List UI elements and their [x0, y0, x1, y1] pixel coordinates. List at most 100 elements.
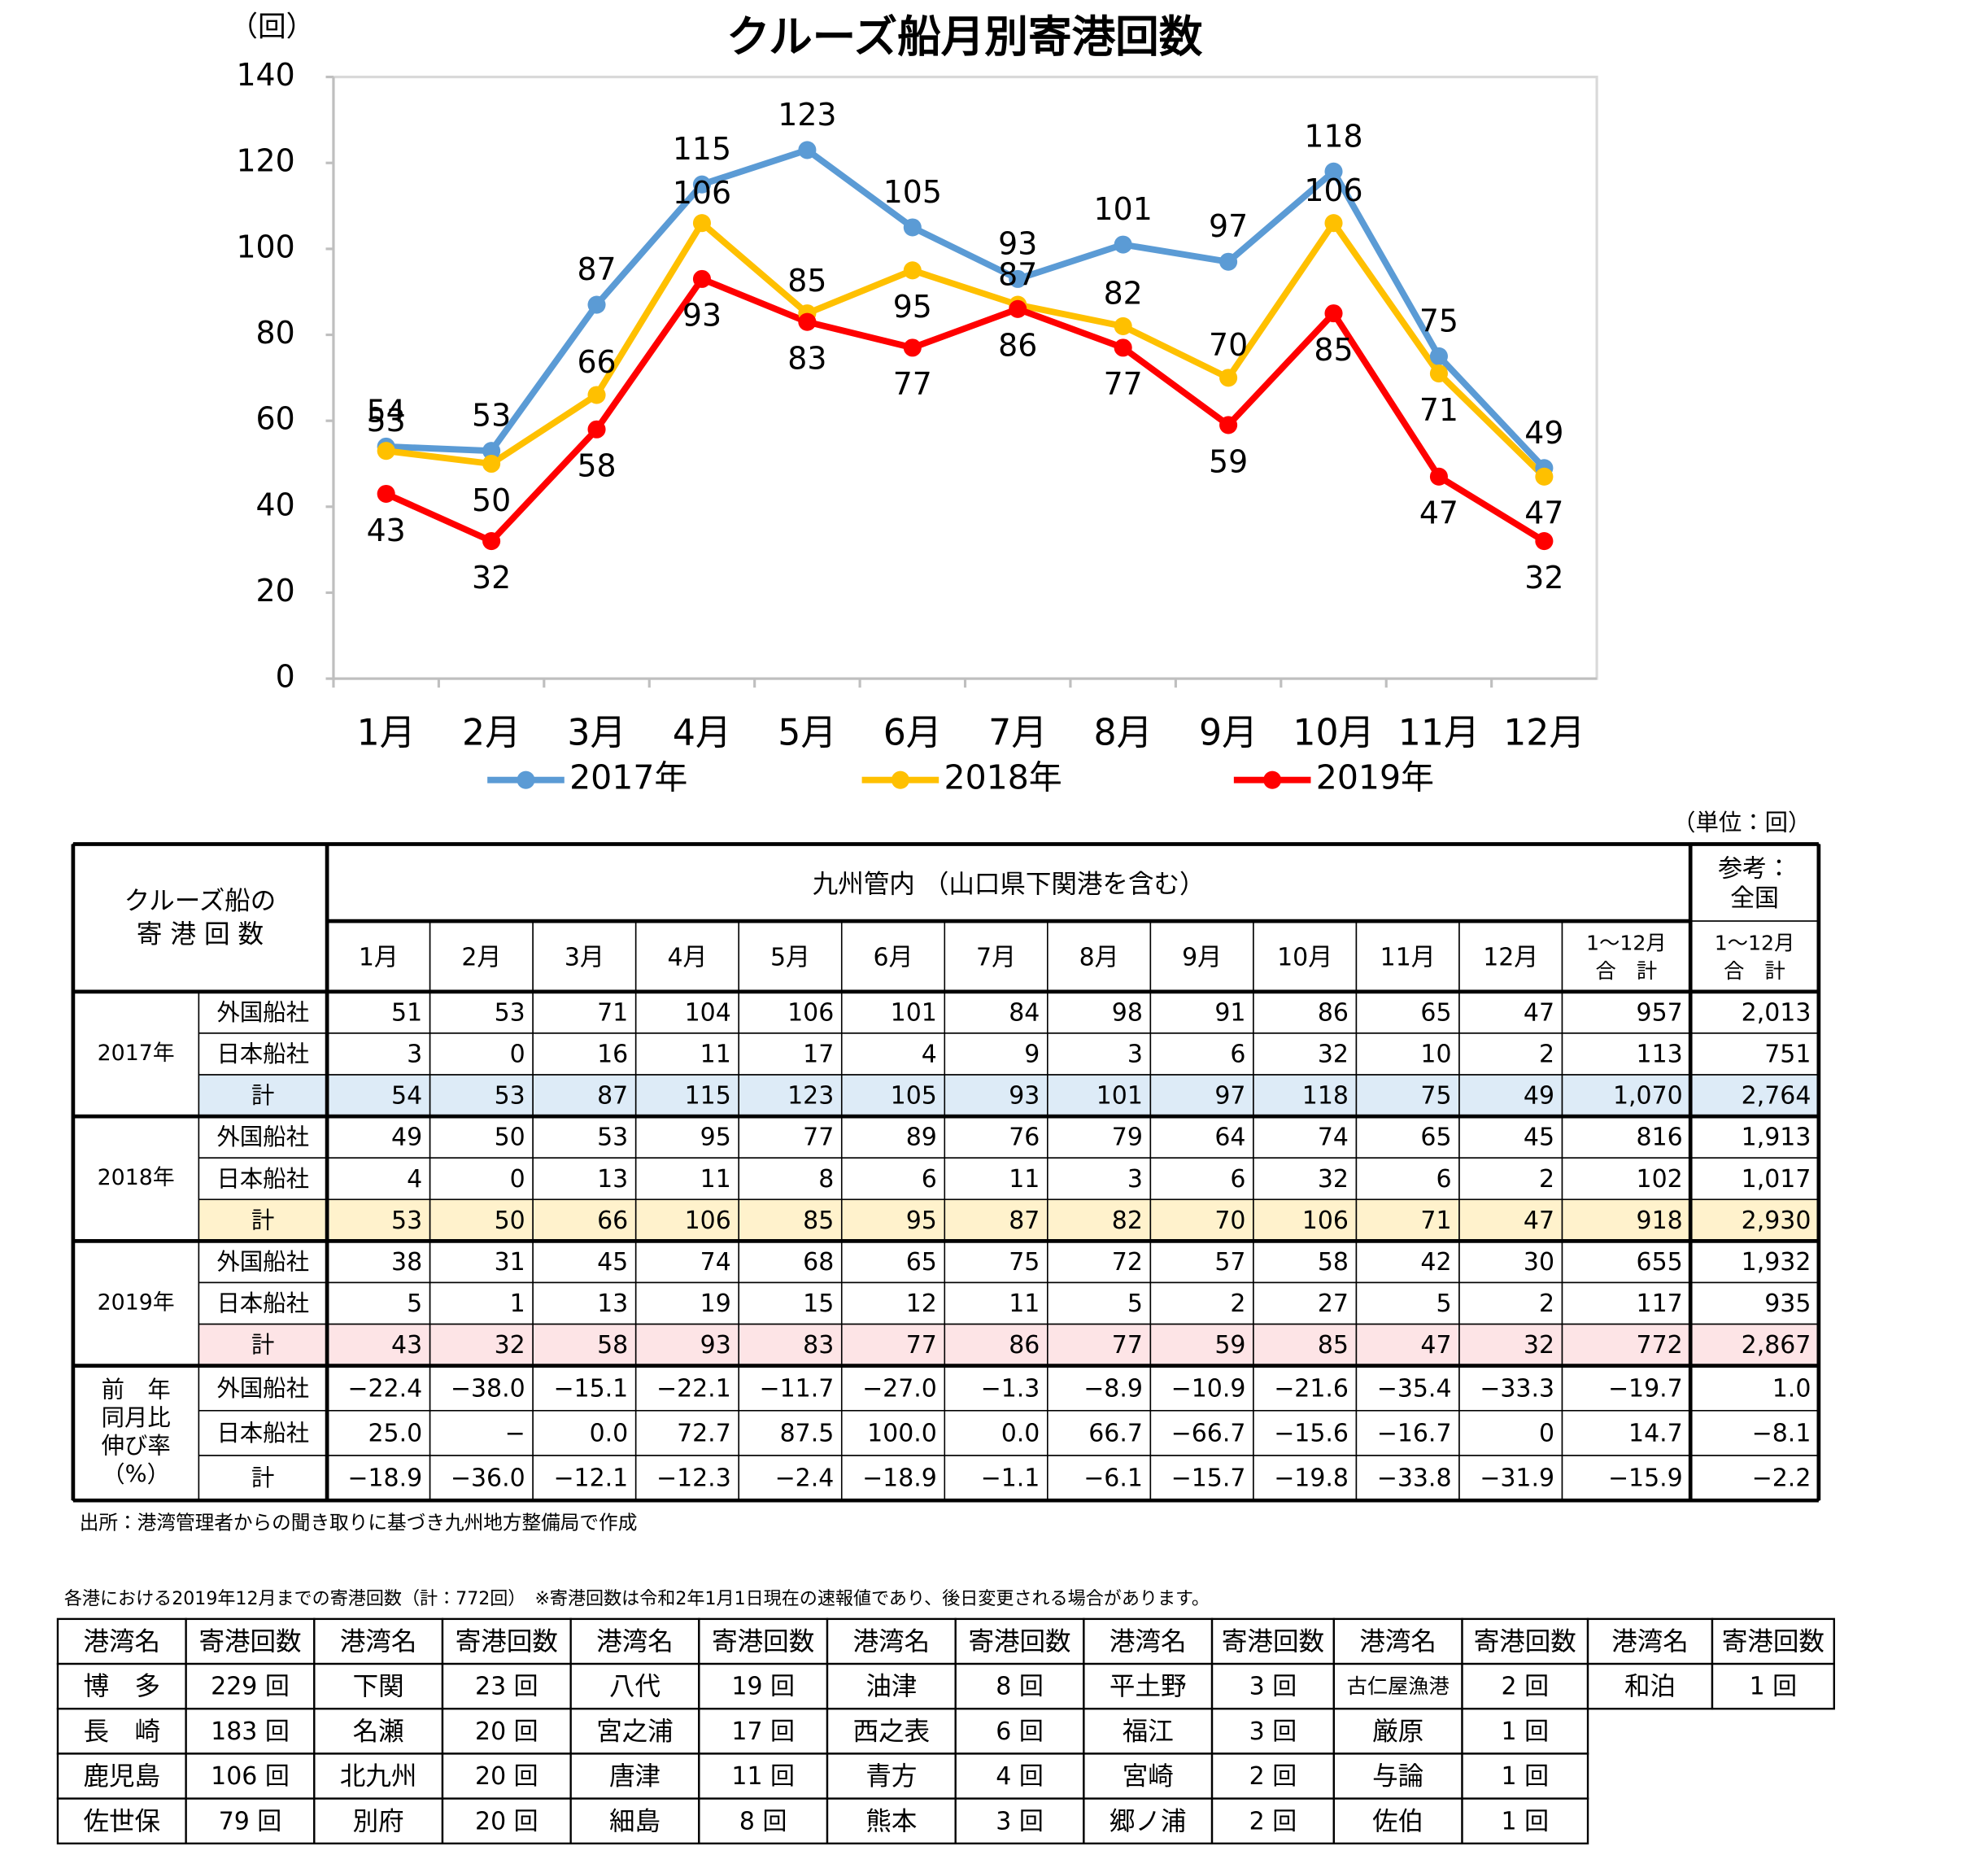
table-value: 95: [700, 1124, 731, 1152]
port-count: 1 回: [1502, 1718, 1550, 1746]
table-value: 106: [787, 998, 834, 1027]
table-cell: [1689, 1240, 1820, 1284]
port-count: 20 回: [475, 1807, 538, 1835]
x-tick-label: 4月: [673, 712, 731, 753]
table-cell: [944, 991, 1048, 1034]
data-label: 82: [1104, 276, 1143, 312]
data-label: 85: [1314, 332, 1353, 368]
port-name: 宮之浦: [596, 1717, 674, 1746]
table-cell: [1253, 1032, 1358, 1076]
port-cell: [1461, 1617, 1589, 1665]
table-cell: [198, 1281, 328, 1325]
table-cell: [1047, 1074, 1152, 1117]
data-point: [1219, 369, 1238, 387]
data-label: 77: [893, 366, 932, 402]
table-cell: [1253, 1240, 1358, 1284]
table-value: 27: [1318, 1290, 1349, 1318]
table-value: 13: [597, 1290, 628, 1318]
y-tick-label: 60: [256, 401, 295, 437]
table-value: 101: [1096, 1082, 1143, 1111]
x-tick-label: 5月: [778, 712, 836, 753]
table-cell: [1458, 991, 1563, 1034]
port-cell: [698, 1617, 829, 1665]
row-label: 外国船社: [216, 999, 309, 1026]
table-cell: [1561, 1115, 1691, 1159]
table-cell: [1561, 1364, 1691, 1412]
table-value: 53: [495, 1082, 525, 1111]
table-value: 1,017: [1742, 1165, 1811, 1194]
table-value: −22.4: [347, 1374, 422, 1403]
port-cell: [826, 1662, 957, 1710]
month-header: 1月: [359, 943, 399, 971]
table-cell: [944, 1074, 1048, 1117]
table-cell: [738, 1032, 843, 1076]
national-header: 参考：: [1718, 855, 1791, 884]
table-cell: [72, 843, 328, 993]
row-label: 日本船社: [216, 1041, 309, 1067]
port-header: 港湾名: [1359, 1627, 1437, 1656]
row-label: 計: [251, 1207, 274, 1233]
table-value: 2,013: [1742, 998, 1811, 1027]
row-label: 日本船社: [216, 1420, 309, 1447]
table-value: 93: [700, 1331, 731, 1360]
table-value: 97: [1214, 1082, 1245, 1111]
data-label: 95: [893, 289, 932, 325]
table-cell: [326, 1074, 431, 1117]
row-label: 計: [251, 1464, 274, 1491]
data-point: [1324, 162, 1343, 181]
row-label: 外国船社: [216, 1248, 309, 1275]
table-value: 70: [1214, 1207, 1245, 1235]
port-cell: [954, 1662, 1085, 1710]
table-cell: [1458, 1157, 1563, 1201]
port-cell: [954, 1708, 1085, 1755]
table-cell: [1458, 1410, 1563, 1456]
port-cell: [569, 1617, 700, 1665]
table-value: 2: [1230, 1290, 1245, 1318]
table-cell: [532, 1410, 637, 1456]
month-header: 3月: [565, 943, 604, 971]
table-value: 87.5: [780, 1419, 835, 1447]
table-cell: [429, 1455, 534, 1501]
table-value: 72.7: [677, 1419, 731, 1447]
port-count: 106 回: [211, 1762, 290, 1791]
group-label: 2019年: [98, 1290, 175, 1315]
table-value: 32: [1318, 1165, 1349, 1194]
table-value: 65: [906, 1248, 937, 1277]
table-value: 1.0: [1772, 1374, 1811, 1403]
data-label: 106: [673, 175, 731, 211]
port-cell: [441, 1708, 572, 1755]
port-name: 郷ノ浦: [1110, 1807, 1187, 1836]
data-point: [1535, 467, 1554, 486]
table-cell: [840, 1410, 946, 1456]
x-tick-label: 12月: [1503, 712, 1585, 753]
data-label: 47: [1419, 495, 1458, 531]
table-cell: [1689, 1410, 1820, 1456]
table-value: 25.0: [368, 1419, 422, 1447]
port-cell: [185, 1752, 316, 1800]
port-count: 17 回: [731, 1718, 795, 1746]
table-cell: [1047, 920, 1152, 993]
x-tick-label: 11月: [1398, 712, 1480, 753]
table-value: 50: [495, 1207, 525, 1235]
table-cell: [532, 1281, 637, 1325]
table-value: 118: [1302, 1082, 1349, 1111]
table-cell: [1458, 1115, 1563, 1159]
port-count: 20 回: [475, 1762, 538, 1791]
table-value: 102: [1637, 1165, 1683, 1194]
table-value: 85: [803, 1207, 834, 1235]
table-value: 95: [906, 1207, 937, 1235]
data-point: [482, 442, 501, 460]
row-label: 日本船社: [216, 1290, 309, 1317]
table-value: −15.1: [553, 1374, 628, 1403]
table-value: −33.3: [1480, 1374, 1554, 1403]
port-cell: [56, 1617, 187, 1665]
data-label: 97: [1209, 208, 1248, 244]
table-cell: [1355, 920, 1460, 993]
table-cell: [840, 1074, 946, 1117]
y-tick-label: 40: [256, 487, 295, 522]
data-point: [692, 269, 711, 288]
total-header: 1～12月: [1586, 931, 1667, 954]
table-value: −21.6: [1274, 1374, 1349, 1403]
table-value: 3: [407, 1041, 422, 1069]
